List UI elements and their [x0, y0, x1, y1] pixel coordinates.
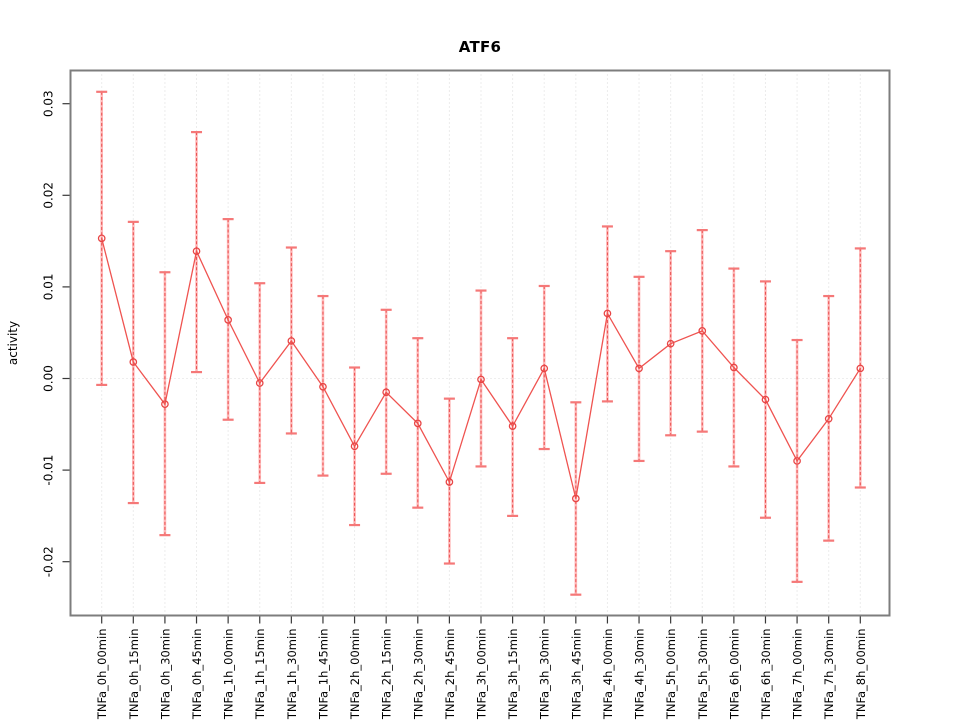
- data-point: [856, 364, 865, 373]
- data-point: [730, 363, 738, 372]
- x-tick-label: TNFa_0h_00min: [95, 629, 109, 720]
- data-point: [635, 364, 643, 373]
- x-tick-label: TNFa_8h_00min: [854, 629, 868, 720]
- data-point: [287, 337, 296, 345]
- x-tick-label: TNFa_3h_30min: [538, 629, 552, 720]
- y-tick-label: 0.03: [42, 90, 56, 117]
- x-tick-label: TNFa_4h_00min: [601, 629, 615, 720]
- x-tick-label: TNFa_1h_15min: [253, 629, 267, 720]
- y-tick-label: -0.02: [42, 546, 56, 577]
- data-point: [571, 494, 580, 503]
- y-tick-label: 0.00: [42, 365, 56, 392]
- x-tick-label: TNFa_4h_30min: [633, 629, 647, 720]
- data-point: [382, 388, 391, 397]
- data-point: [540, 364, 549, 373]
- data-point: [603, 309, 612, 318]
- data-point: [666, 339, 675, 348]
- data-line: [101, 238, 861, 499]
- data-point: [161, 400, 169, 408]
- data-point: [445, 478, 454, 486]
- y-tick-labels: 0.03 0.02 0.01 0.00 -0.01 -0.02: [42, 90, 56, 577]
- data-point: [698, 327, 707, 335]
- x-tick-label: TNFa_3h_00min: [475, 629, 489, 720]
- x-tick-label: TNFa_6h_30min: [759, 629, 773, 720]
- x-tick-label: TNFa_2h_00min: [348, 629, 362, 720]
- x-tick-label: TNFa_0h_30min: [158, 629, 172, 720]
- x-tick-label: TNFa_2h_15min: [380, 629, 394, 720]
- data-point: [192, 247, 201, 256]
- x-tick-label: TNFa_1h_45min: [316, 629, 330, 720]
- plot-border: [69, 69, 891, 617]
- chart-title: ATF6: [458, 38, 502, 56]
- x-tick-label: TNFa_6h_00min: [727, 629, 741, 720]
- y-tick-label: 0.02: [42, 182, 56, 209]
- x-tick-label: TNFa_5h_00min: [664, 629, 678, 720]
- x-tick-label: TNFa_3h_15min: [506, 629, 520, 720]
- data-point: [255, 379, 264, 387]
- data-point: [97, 234, 106, 243]
- data-point: [319, 382, 327, 391]
- x-tick-label: TNFa_7h_30min: [822, 629, 836, 720]
- x-tick-label: TNFa_2h_45min: [443, 629, 457, 720]
- y-ticks: [62, 103, 70, 563]
- x-ticks: [101, 616, 861, 624]
- data-point: [477, 375, 485, 384]
- x-tick-label: TNFa_7h_00min: [791, 629, 805, 720]
- x-tick-label: TNFa_0h_15min: [127, 629, 141, 720]
- data-point: [824, 414, 833, 423]
- data-point: [508, 422, 517, 430]
- data-point: [761, 395, 770, 404]
- data-point: [350, 442, 359, 451]
- x-tick-label: TNFa_0h_45min: [190, 629, 204, 720]
- x-tick-label: TNFa_3h_45min: [569, 629, 583, 720]
- y-tick-label: -0.01: [42, 455, 56, 486]
- x-tick-labels: TNFa_0h_00min TNFa_0h_15min TNFa_0h_30min T…: [95, 629, 868, 720]
- x-tick-label: TNFa_1h_00min: [222, 629, 236, 720]
- data-point: [793, 457, 801, 465]
- x-tick-label: TNFa_2h_30min: [411, 629, 425, 720]
- data-point: [413, 419, 422, 428]
- x-tick-label: TNFa_1h_30min: [285, 629, 299, 720]
- data-points: [97, 234, 865, 503]
- x-tick-label: TNFa_5h_30min: [696, 629, 710, 720]
- y-tick-label: 0.01: [42, 274, 56, 301]
- data-point: [129, 358, 138, 366]
- data-point: [224, 316, 232, 324]
